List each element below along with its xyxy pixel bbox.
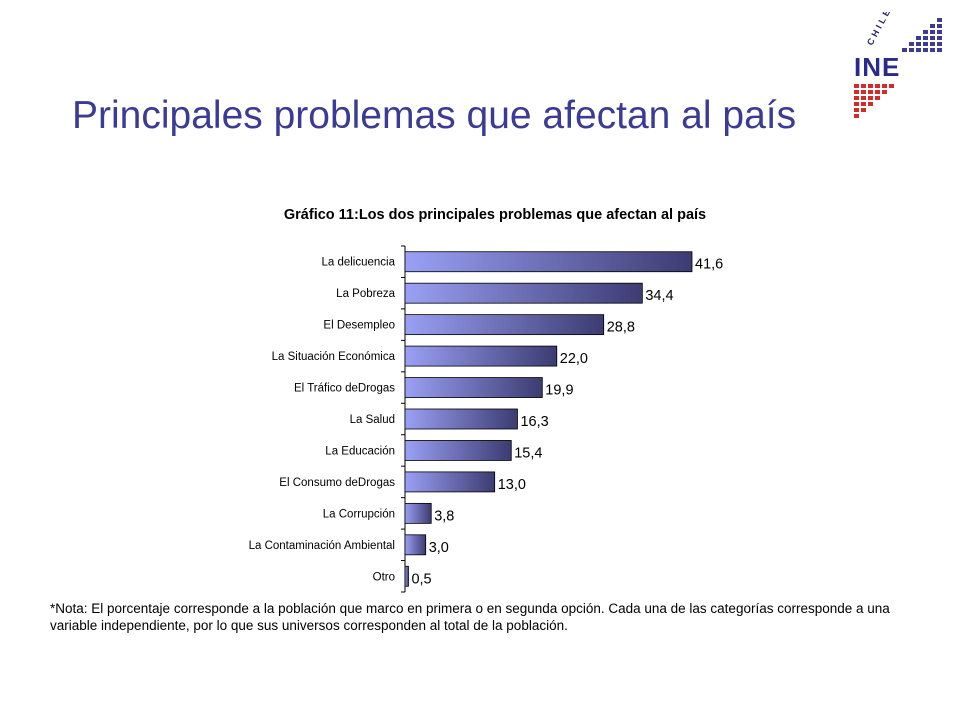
bar-6 [404,440,512,461]
category-label: El Tráfico deDrogas [294,383,395,395]
data-label: 34,4 [645,288,673,304]
category-label: El Desempleo [323,320,395,332]
logo-dot-grid-blue [902,18,942,52]
category-label: La Pobreza [336,288,395,300]
category-label: Otro [373,571,395,583]
data-label: 13,0 [498,477,526,493]
ine-logo-icon: CHILE INE [854,12,942,118]
chart-title: Gráfico 11:Los dos principales problemas… [284,207,706,223]
category-label: La delicuencia [321,257,395,269]
bar-10 [404,565,409,587]
category-label: La Contaminación Ambiental [249,540,395,552]
bar-3 [404,345,558,367]
bar-8 [404,502,432,524]
bar-5 [404,408,518,430]
bar-7 [404,471,496,493]
bar-4 [404,377,543,398]
data-label: 15,4 [514,445,542,461]
category-label: La Corrupción [323,508,395,520]
bar-1 [404,282,643,304]
data-label: 3,0 [429,540,449,556]
data-label: 28,8 [607,320,635,336]
category-label: El Consumo deDrogas [279,477,395,489]
logo-dot-grid-red [854,84,894,118]
page-title: Principales problemas que afectan al paí… [72,94,797,137]
footnote: *Nota: El porcentaje corresponde a la po… [50,601,890,633]
bar-9 [404,534,427,556]
logo-brand-label: INE [854,52,900,82]
data-label: 19,9 [545,383,573,399]
bar-2 [404,314,605,336]
data-label: 41,6 [695,257,723,273]
data-label: 16,3 [520,414,548,430]
bar-0 [404,251,693,273]
data-label: 3,8 [434,508,454,524]
category-label: La Educación [325,445,395,457]
category-label: La Situación Económica [272,351,396,363]
category-label: La Salud [350,414,395,426]
data-label: 0,5 [411,571,431,587]
data-label: 22,0 [560,351,588,367]
